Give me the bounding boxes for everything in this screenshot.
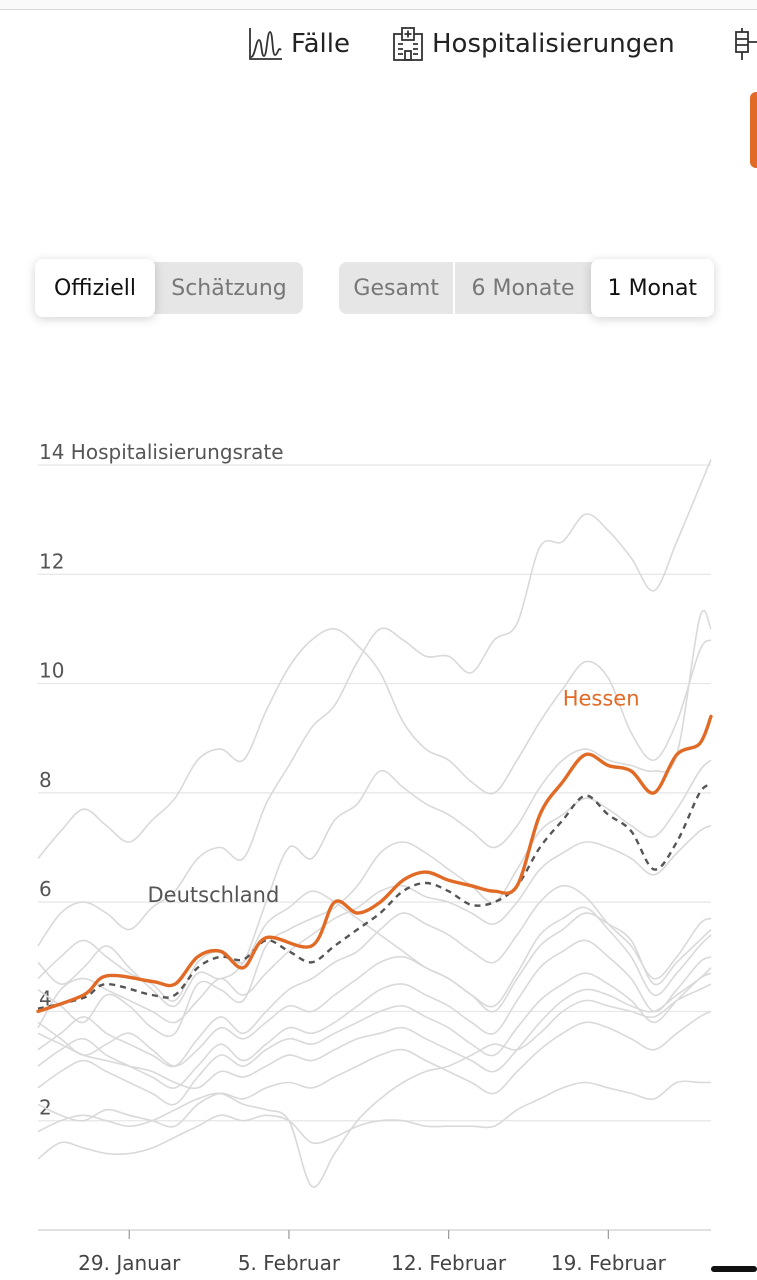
- toggle-gesamt[interactable]: Gesamt: [353, 275, 439, 301]
- nav-item-hospitalisierungen[interactable]: Hospitalisierungen: [390, 22, 675, 66]
- top-navigation: Fälle Hospitalisierungen: [0, 22, 757, 66]
- toggle-6-monate[interactable]: 6 Monate: [471, 275, 575, 301]
- x-tick-label: 5. Februar: [238, 1251, 341, 1275]
- state-line: [37, 759, 712, 1037]
- state-line: [37, 609, 712, 1008]
- y-tick-label: 14 Hospitalisierungsrate: [39, 440, 284, 464]
- side-tab-handle[interactable]: [750, 92, 757, 168]
- highlight-series: [36, 714, 713, 1014]
- nav-item-label: Hospitalisierungen: [432, 29, 675, 59]
- home-indicator: [711, 1266, 757, 1272]
- state-line: [37, 967, 712, 1090]
- state-line: [37, 824, 712, 1029]
- national-series: [37, 783, 712, 1010]
- x-tick-label: 12. Februar: [391, 1251, 507, 1275]
- x-axis: 29. Januar 5. Februar 12. Februar 19. Febru…: [38, 1229, 711, 1275]
- grid-lines: [38, 464, 711, 1122]
- state-line: [37, 890, 712, 1013]
- range-toggle: Gesamt 6 Monate 1 Monat: [339, 259, 714, 317]
- state-line: [37, 906, 712, 1067]
- series-labels: Hessen Deutschland: [148, 686, 640, 907]
- state-series: [37, 459, 712, 1188]
- nav-item-label: Fälle: [291, 29, 350, 59]
- national-line: [37, 783, 712, 1010]
- nav-item-faelle[interactable]: Fälle: [247, 22, 350, 66]
- x-tick-label: 29. Januar: [78, 1251, 181, 1275]
- nav-item-impfungen[interactable]: [733, 22, 757, 66]
- national-label: Deutschland: [148, 883, 280, 907]
- hospital-icon: [393, 27, 423, 61]
- y-tick-label: 10: [39, 659, 64, 683]
- y-tick-label: 6: [39, 877, 52, 901]
- toggle-offiziell[interactable]: Offiziell: [35, 259, 155, 317]
- highlight-label: Hessen: [563, 686, 640, 710]
- highlight-line: [36, 714, 713, 1014]
- browser-top-strip: [0, 0, 757, 10]
- y-tick-label: 8: [39, 768, 52, 792]
- line-chart-icon: [249, 28, 282, 60]
- y-tick-label: 12: [39, 549, 64, 573]
- state-line: [37, 983, 712, 1188]
- toggle-schaetzung[interactable]: Schätzung: [171, 275, 287, 301]
- state-line: [37, 972, 712, 1106]
- state-line: [37, 628, 712, 859]
- state-line: [37, 459, 712, 947]
- state-line: [37, 1080, 711, 1160]
- toggle-divider: [453, 262, 456, 314]
- x-tick-label: 19. Februar: [551, 1251, 667, 1275]
- source-toggle: Offiziell Schätzung: [35, 259, 303, 317]
- state-line: [37, 1010, 712, 1128]
- state-line: [37, 939, 712, 1089]
- vaccine-icon: [735, 28, 757, 60]
- toggle-1-monat[interactable]: 1 Monat: [590, 259, 714, 317]
